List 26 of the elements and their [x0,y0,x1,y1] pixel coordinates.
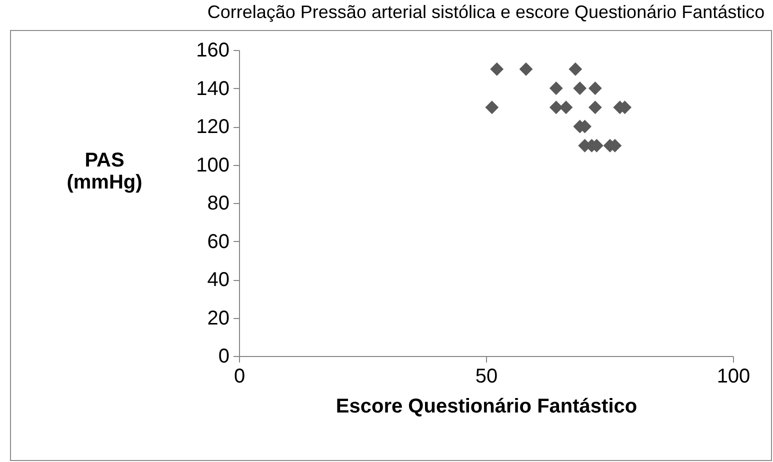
point [549,82,563,95]
x-tick-label: 50 [475,366,498,388]
y-tick-label: 100 [196,154,230,176]
point [485,100,499,114]
text: PAS [84,150,124,172]
point [568,62,582,76]
x-tick-label: 100 [716,366,750,388]
y-tick-label: 140 [196,78,230,100]
point [490,62,504,76]
x-tick-label: 0 [234,366,246,388]
point [549,100,563,114]
point [573,82,587,95]
text: (mmHg) [66,172,142,194]
y-tick-label: 20 [207,307,230,330]
point [519,62,533,76]
y-tick-label: 0 [218,346,230,368]
y-tick-label: 160 [196,40,230,62]
y-tick-label: 80 [207,192,230,214]
point [559,100,573,114]
y-tick-label: 60 [207,230,230,253]
point [588,82,602,95]
y-tick-label: 40 [207,269,230,291]
x-axis-title: Escore Questionário Fantástico [336,396,638,418]
y-tick-label: 120 [196,116,230,138]
point [588,100,602,114]
chart-title: Correlação Pressão arterial sistólica e escore Questionário Fantástico [207,2,765,22]
